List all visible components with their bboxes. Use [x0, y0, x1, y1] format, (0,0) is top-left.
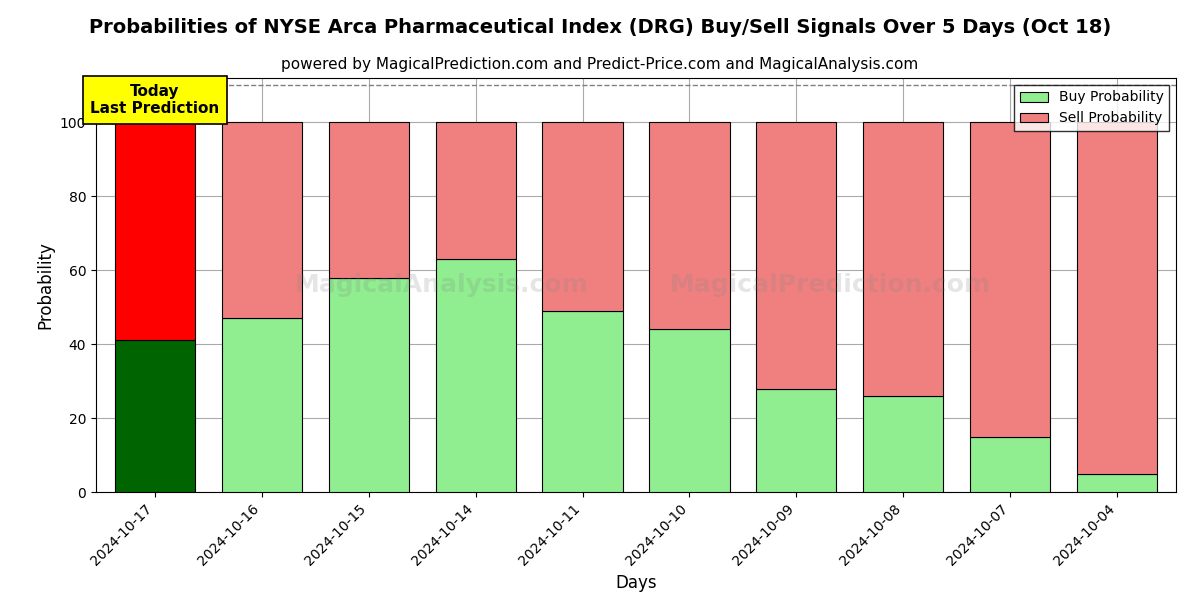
Bar: [222, 122, 302, 318]
Bar: [115, 340, 194, 492]
Bar: [863, 122, 943, 396]
Bar: [1078, 122, 1157, 473]
Text: Today
Last Prediction: Today Last Prediction: [90, 84, 220, 116]
Bar: [649, 122, 730, 329]
Bar: [115, 122, 194, 340]
Bar: [542, 122, 623, 311]
Text: MagicalAnalysis.com: MagicalAnalysis.com: [295, 273, 588, 297]
Bar: [649, 329, 730, 492]
Legend: Buy Probability, Sell Probability: Buy Probability, Sell Probability: [1014, 85, 1169, 131]
Bar: [436, 122, 516, 259]
Bar: [863, 396, 943, 492]
Bar: [542, 311, 623, 492]
Text: Probabilities of NYSE Arca Pharmaceutical Index (DRG) Buy/Sell Signals Over 5 Da: Probabilities of NYSE Arca Pharmaceutica…: [89, 18, 1111, 37]
Text: MagicalPrediction.com: MagicalPrediction.com: [670, 273, 991, 297]
Bar: [1078, 473, 1157, 492]
Bar: [756, 389, 836, 492]
Text: powered by MagicalPrediction.com and Predict-Price.com and MagicalAnalysis.com: powered by MagicalPrediction.com and Pre…: [281, 57, 919, 72]
Bar: [329, 122, 409, 278]
Y-axis label: Probability: Probability: [36, 241, 54, 329]
Bar: [222, 318, 302, 492]
Bar: [970, 122, 1050, 437]
Bar: [756, 122, 836, 389]
Bar: [970, 437, 1050, 492]
Bar: [329, 278, 409, 492]
X-axis label: Days: Days: [616, 574, 656, 592]
Bar: [436, 259, 516, 492]
